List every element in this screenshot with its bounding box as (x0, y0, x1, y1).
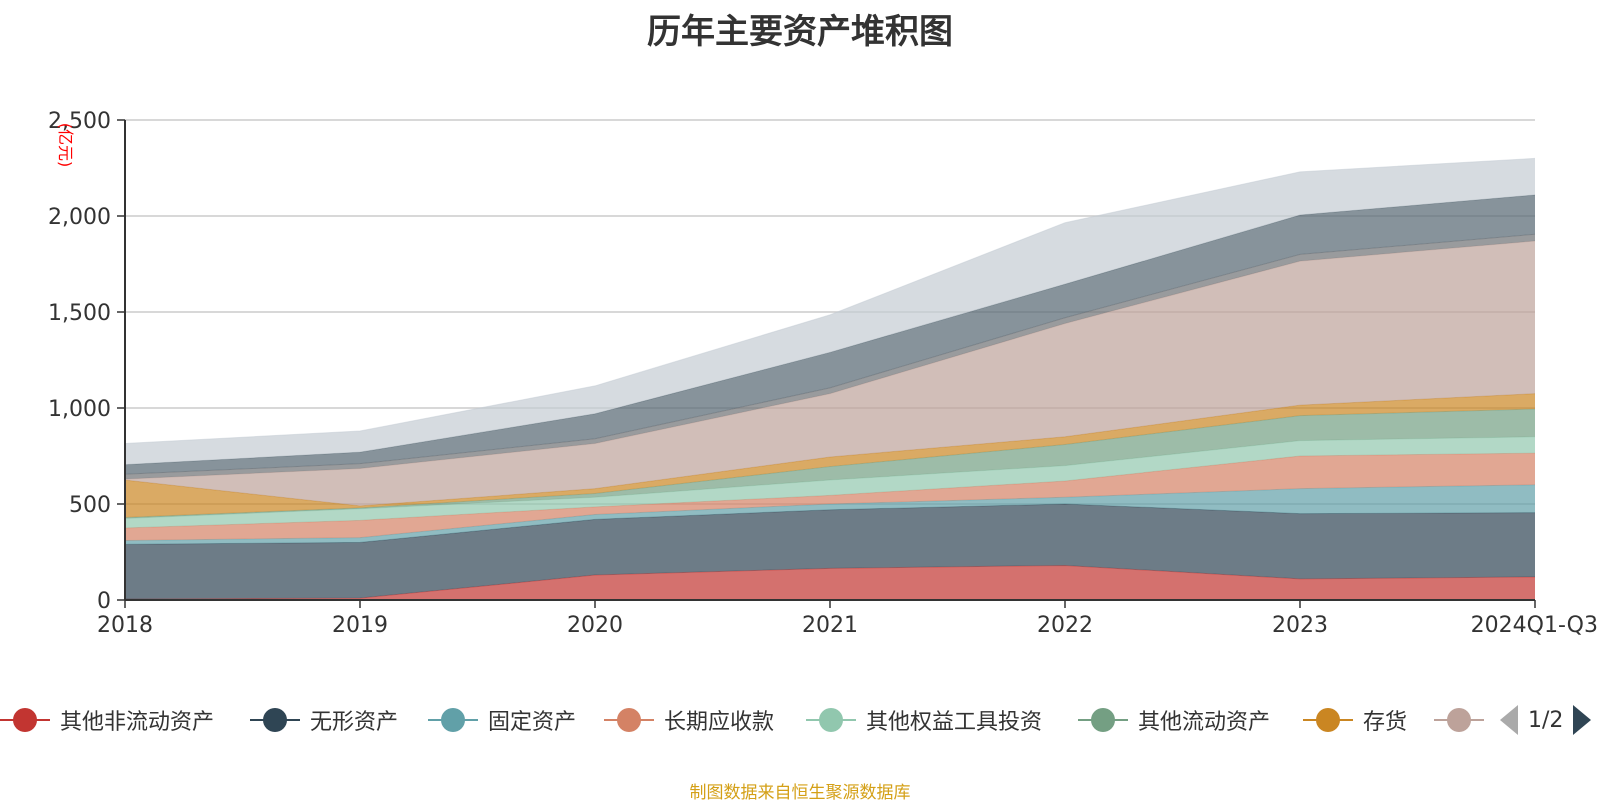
legend-label: 其他非流动资产 (60, 710, 215, 735)
legend-item[interactable]: 存货 (1303, 702, 1407, 738)
legend-item[interactable]: 固定资产 (428, 702, 576, 738)
area-series-unnamed-10 (125, 158, 1535, 465)
legend-label: 存货 (1363, 710, 1408, 735)
area-series-unnamed-9 (125, 194, 1535, 475)
legend-item[interactable]: 无形资产 (250, 702, 398, 738)
x-tick-label: 2023 (1272, 613, 1328, 638)
area-series-其他流动资产 (125, 408, 1535, 519)
legend-label: 其他流动资产 (1138, 710, 1271, 735)
legend-label: 长期应收款 (664, 710, 775, 735)
legend-label: 固定资产 (488, 710, 577, 735)
x-tick-label: 2018 (97, 613, 153, 638)
legend-marker-icon (1078, 702, 1128, 738)
y-tick-label: 0 (97, 589, 111, 614)
area-series-存货 (125, 393, 1535, 518)
x-tick-label: 2020 (567, 613, 623, 638)
legend-marker-icon (1434, 702, 1484, 738)
stacked-area-chart: 0 500 1,000 1,500 2,000 2,500 2018 2019 2020 2021… (48, 109, 1598, 638)
y-tick-label: 500 (69, 493, 111, 518)
area-series-固定资产 (125, 484, 1535, 545)
legend-item[interactable]: 其他流动资产 (1078, 702, 1270, 738)
x-tick-label: 2022 (1037, 613, 1093, 638)
area-series-长期应收款 (125, 453, 1535, 541)
legend-marker-icon (604, 702, 654, 738)
legend-label: 其他权益工具投资 (866, 710, 1043, 735)
legend-item[interactable] (1434, 702, 1484, 738)
area-series-unnamed-7 (125, 240, 1535, 506)
legend-item[interactable]: 其他非流动资产 (0, 702, 214, 738)
legend-marker-icon (428, 702, 478, 738)
source-note: 制图数据来自恒生聚源数据库 (689, 783, 911, 803)
legend-prev-page-icon[interactable] (1500, 705, 1518, 735)
legend-item[interactable]: 长期应收款 (604, 702, 774, 738)
y-axis-label: (亿元) (56, 123, 75, 168)
area-series-无形资产 (125, 504, 1535, 600)
chart-title: 历年主要资产堆积图 (647, 12, 953, 52)
area-series-其他权益工具投资 (125, 436, 1535, 528)
y-tick-label: 1,000 (48, 397, 111, 422)
area-series-其他非流动资产 (125, 565, 1535, 600)
x-tick-label: 2024Q1-Q3 (1471, 613, 1598, 638)
y-tick-label: 2,500 (48, 109, 111, 134)
x-tick-label: 2021 (802, 613, 858, 638)
chart-legend: 其他非流动资产 无形资产 固定资产 长期应收款 其他权益工具投资 其他流动资产 存货 (0, 702, 1600, 738)
legend-pager: 1/2 (1500, 702, 1592, 738)
y-tick-label: 1,500 (48, 301, 111, 326)
legend-label: 无形资产 (310, 710, 399, 735)
legend-page-indicator: 1/2 (1528, 707, 1564, 733)
legend-marker-icon (0, 702, 50, 738)
legend-marker-icon (1303, 702, 1353, 738)
y-tick-label: 2,000 (48, 205, 111, 230)
line-series-unnamed-10 (124, 157, 1536, 445)
legend-item[interactable]: 其他权益工具投资 (806, 702, 1042, 738)
x-tick-label: 2019 (332, 613, 388, 638)
legend-marker-icon (806, 702, 856, 738)
legend-next-page-icon[interactable] (1573, 705, 1592, 735)
legend-marker-icon (250, 702, 300, 738)
